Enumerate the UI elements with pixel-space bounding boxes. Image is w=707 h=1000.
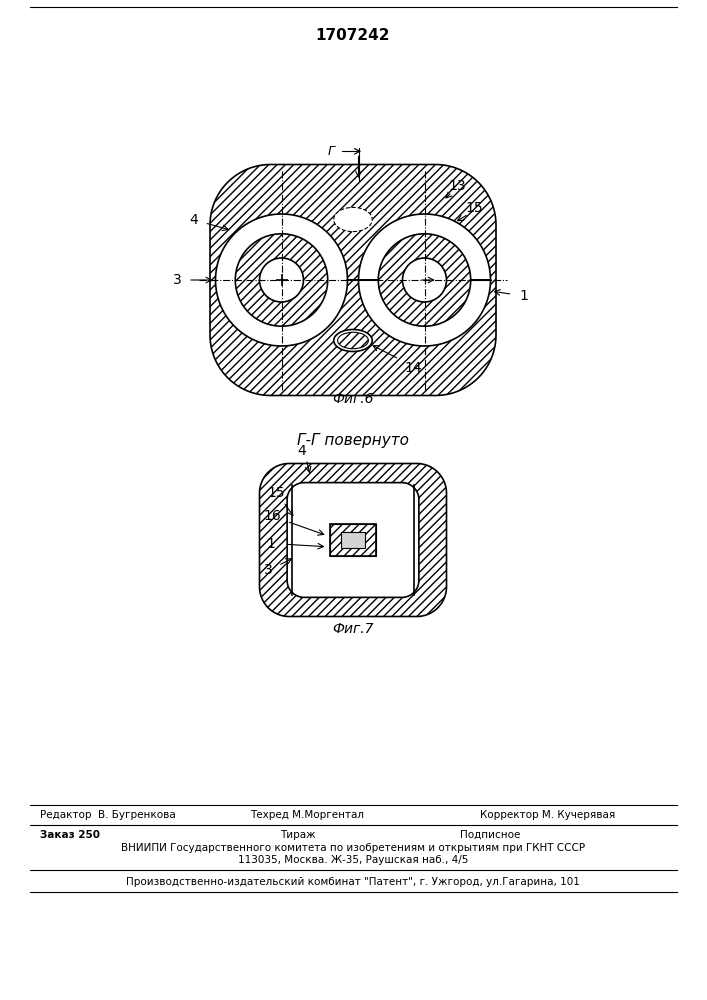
Text: 15: 15 bbox=[465, 202, 483, 216]
Text: ВНИИПИ Государственного комитета по изобретениям и открытиям при ГКНТ СССР: ВНИИПИ Государственного комитета по изоб… bbox=[121, 843, 585, 853]
Polygon shape bbox=[210, 164, 496, 395]
Text: 3: 3 bbox=[173, 273, 182, 287]
Polygon shape bbox=[259, 464, 447, 616]
Text: 3: 3 bbox=[264, 563, 272, 577]
Polygon shape bbox=[287, 483, 419, 597]
Polygon shape bbox=[216, 214, 491, 346]
Ellipse shape bbox=[334, 330, 373, 352]
Text: 4: 4 bbox=[189, 213, 198, 227]
Text: 13: 13 bbox=[449, 180, 467, 194]
Text: 1: 1 bbox=[266, 537, 275, 551]
Text: 4: 4 bbox=[298, 444, 306, 458]
Text: Производственно-издательский комбинат "Патент", г. Ужгород, ул.Гагарина, 101: Производственно-издательский комбинат "П… bbox=[126, 877, 580, 887]
Circle shape bbox=[259, 258, 303, 302]
Bar bbox=[329, 524, 376, 556]
Circle shape bbox=[378, 234, 471, 326]
Text: Техред М.Моргентал: Техред М.Моргентал bbox=[250, 810, 364, 820]
Text: Подписное: Подписное bbox=[460, 830, 520, 840]
Bar bbox=[329, 524, 376, 556]
Ellipse shape bbox=[334, 207, 373, 232]
Text: 113035, Москва. Ж-35, Раушская наб., 4/5: 113035, Москва. Ж-35, Раушская наб., 4/5 bbox=[238, 855, 468, 865]
Text: 1707242: 1707242 bbox=[316, 27, 390, 42]
Text: 14: 14 bbox=[404, 361, 422, 375]
Text: Тираж: Тираж bbox=[280, 830, 315, 840]
Text: Фиг.6: Фиг.6 bbox=[332, 392, 374, 406]
Circle shape bbox=[402, 258, 447, 302]
Text: 1: 1 bbox=[519, 290, 528, 304]
Text: Г-Г повернуто: Г-Г повернуто bbox=[297, 432, 409, 448]
Text: Редактор  В. Бугренкова: Редактор В. Бугренкова bbox=[40, 810, 176, 820]
Text: Заказ 250: Заказ 250 bbox=[40, 830, 100, 840]
Circle shape bbox=[235, 234, 328, 326]
Text: Корректор М. Кучерявая: Корректор М. Кучерявая bbox=[480, 810, 615, 820]
Bar bbox=[341, 532, 365, 548]
Text: 15: 15 bbox=[268, 486, 286, 500]
Text: 16: 16 bbox=[264, 509, 281, 523]
Text: Фиг.7: Фиг.7 bbox=[332, 622, 374, 636]
Text: Г: Г bbox=[327, 145, 334, 158]
